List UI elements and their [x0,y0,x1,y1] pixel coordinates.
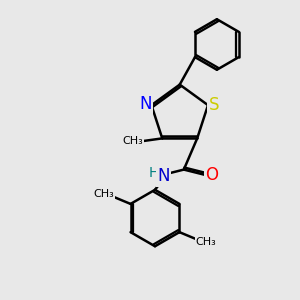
Text: O: O [205,166,218,184]
Text: CH₃: CH₃ [196,237,217,247]
Text: CH₃: CH₃ [122,136,143,146]
Text: N: N [158,167,170,185]
Text: CH₃: CH₃ [93,189,114,199]
Text: H: H [149,166,159,180]
Text: S: S [209,96,219,114]
Text: N: N [139,95,152,113]
